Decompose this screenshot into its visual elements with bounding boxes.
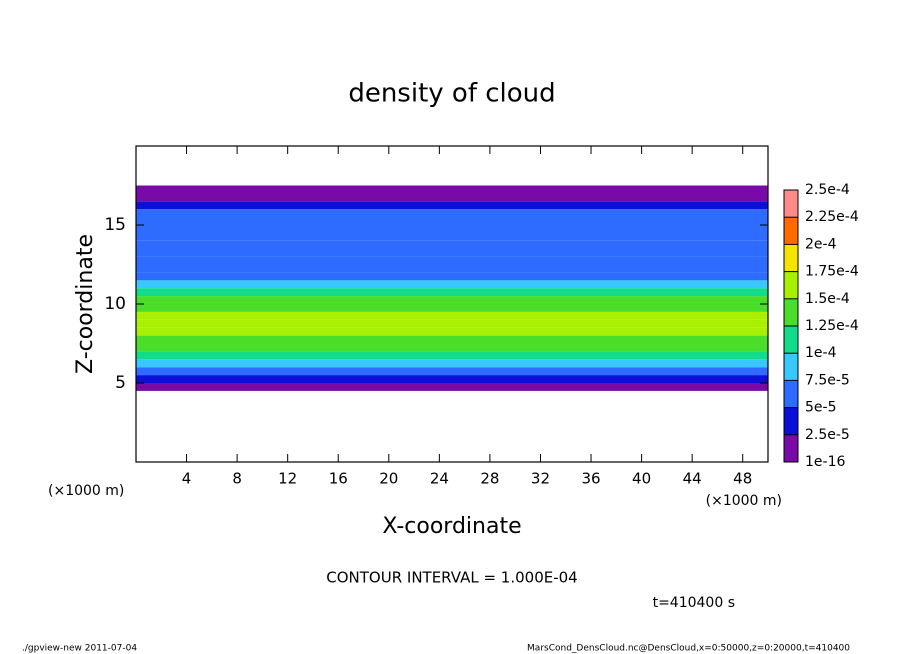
x-tick-label: 44 <box>683 470 702 488</box>
density-band <box>136 343 768 352</box>
x-tick-label: 28 <box>480 470 499 488</box>
colorbar-label: 2.5e-5 <box>805 427 850 443</box>
x-tick-label: 32 <box>531 470 550 488</box>
x-tick-label: 24 <box>430 470 449 488</box>
x-tick-label: 48 <box>733 470 752 488</box>
colorbar-label: 1.25e-4 <box>805 318 859 334</box>
colorbar-swatch <box>784 244 798 272</box>
density-band <box>136 296 768 304</box>
density-band <box>136 185 768 202</box>
density-band <box>136 225 768 241</box>
colorbar-swatch <box>784 326 798 354</box>
x-tick-label: 40 <box>632 470 651 488</box>
x-tick-label: 12 <box>278 470 297 488</box>
x-unit: (×1000 m) <box>706 493 782 509</box>
density-band <box>136 383 768 391</box>
x-unit: (×1000 m) <box>48 483 124 499</box>
colorbar-swatch <box>784 353 798 381</box>
density-band <box>136 327 768 336</box>
colorbar-label: 1.5e-4 <box>805 291 850 307</box>
x-tick-label: 20 <box>379 470 398 488</box>
colorbar-label: 1e-4 <box>805 345 837 361</box>
contour-note: CONTOUR INTERVAL = 1.000E-04 <box>326 569 577 587</box>
colorbar-swatch <box>784 298 798 326</box>
density-band <box>136 201 768 210</box>
colorbar-swatch <box>784 407 798 435</box>
y-tick-label: 5 <box>115 373 126 393</box>
density-band <box>136 272 768 281</box>
density-band <box>136 335 768 344</box>
density-band <box>136 351 768 360</box>
density-band <box>136 367 768 376</box>
time-note: t=410400 s <box>653 595 735 611</box>
colorbar-label: 1.75e-4 <box>805 264 859 280</box>
colorbar-swatch <box>784 271 798 299</box>
density-band <box>136 319 768 328</box>
y-tick-label: 15 <box>104 215 126 235</box>
colorbar-swatch <box>784 217 798 245</box>
x-tick-label: 36 <box>581 470 600 488</box>
density-band <box>136 209 768 225</box>
y-axis-label: Z-coordinate <box>73 234 98 374</box>
density-band <box>136 359 768 368</box>
footer: MarsCond_DensCloud.nc@DensCloud,x=0:5000… <box>527 644 850 654</box>
footer: ./gpview-new 2011-07-04 <box>22 644 137 654</box>
y-tick-label: 10 <box>104 294 126 314</box>
colorbar-swatch <box>784 434 798 462</box>
density-band <box>136 304 768 312</box>
density-band <box>136 288 768 297</box>
density-band <box>136 375 768 383</box>
x-axis-label: X-coordinate <box>382 514 521 539</box>
colorbar-label: 2.25e-4 <box>805 209 859 225</box>
colorbar-label: 5e-5 <box>805 400 836 416</box>
x-tick-label: 8 <box>232 470 242 488</box>
x-tick-label: 4 <box>182 470 192 488</box>
density-band <box>136 280 768 289</box>
colorbar-label: 7.5e-5 <box>805 372 850 388</box>
colorbar-swatch <box>784 380 798 408</box>
x-tick-label: 16 <box>329 470 348 488</box>
chart-title: density of cloud <box>348 79 555 109</box>
colorbar-label: 2.5e-4 <box>805 182 850 198</box>
density-band <box>136 256 768 273</box>
density-band <box>136 240 768 257</box>
colorbar-swatch <box>784 190 798 218</box>
colorbar-label: 2e-4 <box>805 236 837 252</box>
colorbar-label: 1e-16 <box>805 454 845 470</box>
density-band <box>136 311 768 320</box>
